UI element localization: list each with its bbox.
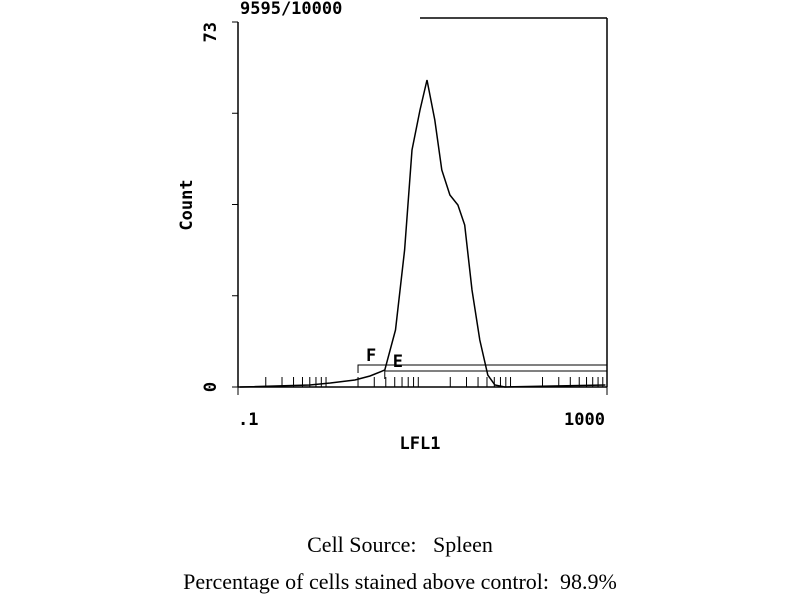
x-tick-label: 1000: [564, 410, 605, 430]
caption: Percentage of cells stained above contro…: [183, 569, 617, 594]
y-tick-label: 73: [201, 22, 221, 42]
chart-title: 9595/10000: [240, 0, 342, 19]
histogram-line: [239, 79, 606, 388]
gate: [357, 364, 608, 373]
gate: [384, 370, 608, 379]
caption: Cell Source: Spleen: [307, 532, 493, 557]
x-axis-label: LFL1: [400, 434, 441, 454]
x-tick-label: .1: [238, 410, 258, 430]
y-tick-label: 0: [201, 382, 221, 392]
gate-label: F: [366, 346, 376, 366]
y-axis-label: Count: [177, 179, 197, 230]
gate-label: E: [393, 352, 403, 372]
